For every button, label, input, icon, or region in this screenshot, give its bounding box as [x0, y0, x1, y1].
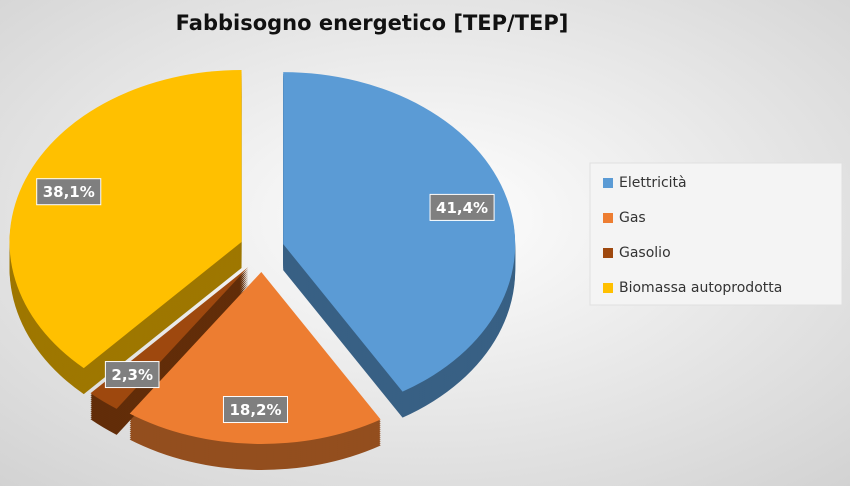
value-label: 38,1% — [43, 183, 95, 201]
legend-box — [589, 162, 843, 306]
value-label-group: 18,2% — [222, 396, 289, 424]
value-label: 41,4% — [436, 199, 488, 217]
value-label-box — [36, 178, 102, 206]
legend-label: Biomassa autoprodotta — [619, 280, 782, 296]
value-label: 2,3% — [111, 366, 153, 384]
slice — [129, 271, 381, 444]
legend-marker — [603, 213, 613, 223]
value-label-box — [429, 193, 495, 221]
value-label-box — [104, 361, 160, 389]
legend-marker — [603, 178, 613, 188]
legend-label: Gasolio — [619, 245, 671, 261]
slice — [283, 72, 516, 392]
legend-marker — [603, 248, 613, 258]
legend-label: Gas — [619, 210, 646, 226]
value-label-group: 2,3% — [104, 361, 160, 389]
value-label: 18,2% — [229, 401, 281, 419]
chart-title: Fabbisogno energetico [TEP/TEP] — [176, 11, 569, 35]
slice — [9, 69, 242, 369]
legend-marker — [603, 283, 613, 293]
value-label-box — [222, 396, 289, 424]
legend-label: Elettricità — [619, 175, 687, 191]
value-label-group: 38,1% — [36, 178, 102, 206]
value-label-group: 41,4% — [429, 193, 495, 221]
